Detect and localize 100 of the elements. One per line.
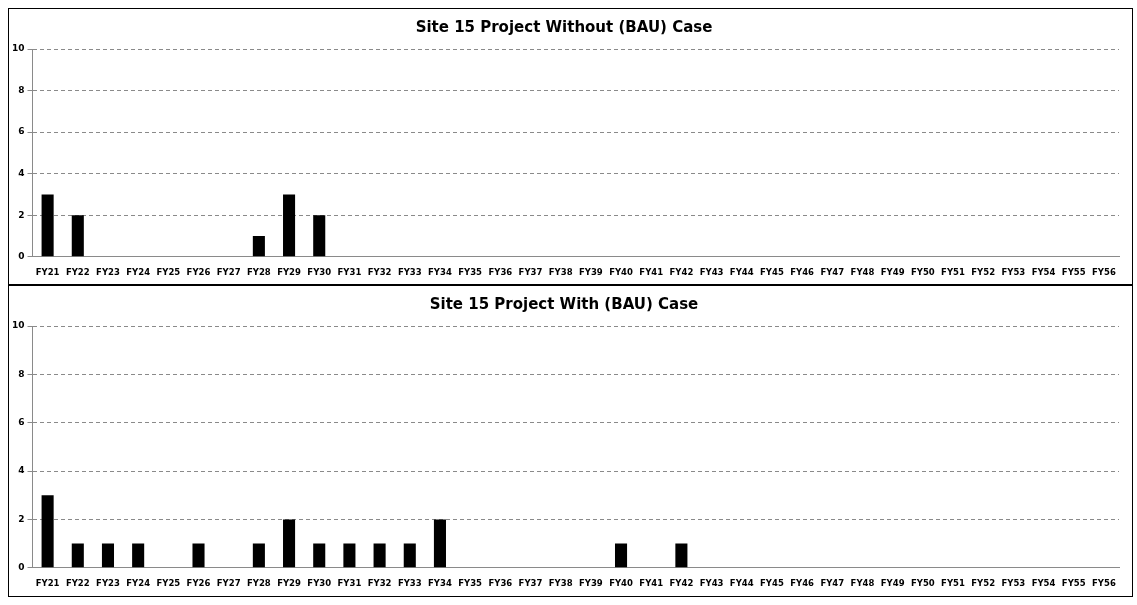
x-tick-label: FY47 <box>820 578 845 589</box>
x-tick-label: FY24 <box>126 267 151 278</box>
x-tick-label: FY45 <box>760 578 784 589</box>
x-tick-label: FY55 <box>1061 578 1086 589</box>
x-tick-label: FY38 <box>548 267 573 278</box>
y-tick-label: 4 <box>18 465 25 476</box>
bar <box>403 543 416 568</box>
x-tick-label: FY50 <box>910 578 935 589</box>
bar <box>433 519 446 568</box>
x-tick-label: FY48 <box>850 267 875 278</box>
y-tick-label: 8 <box>18 368 25 379</box>
bar <box>343 543 356 568</box>
x-tick-label: FY46 <box>790 578 815 589</box>
x-tick-label: FY34 <box>428 578 452 589</box>
y-tick-label: 10 <box>11 43 25 54</box>
x-tick-label: FY30 <box>307 267 332 278</box>
x-tick-label: FY38 <box>548 578 573 589</box>
x-tick-label: FY43 <box>699 267 724 278</box>
x-tick-label: FY36 <box>488 578 513 589</box>
bar <box>252 543 265 568</box>
x-tick-label: FY36 <box>488 267 513 278</box>
x-tick-label: FY56 <box>1092 267 1116 278</box>
x-tick-label: FY37 <box>518 267 543 278</box>
x-tick-label: FY35 <box>458 267 483 278</box>
x-tick-label: FY49 <box>880 267 905 278</box>
bar <box>101 543 115 568</box>
x-tick-label: FY21 <box>35 578 60 589</box>
x-tick-label: FY28 <box>246 578 271 589</box>
x-tick-label: FY30 <box>307 578 332 589</box>
bar <box>313 543 326 568</box>
x-tick-label: FY45 <box>760 267 784 278</box>
y-tick-label: 10 <box>11 320 25 331</box>
bar <box>675 543 688 568</box>
bar <box>373 543 386 568</box>
x-tick-label: FY29 <box>277 267 302 278</box>
y-tick-label: 6 <box>18 126 25 137</box>
bar <box>615 543 628 568</box>
bar <box>283 194 296 257</box>
x-tick-label: FY51 <box>941 267 965 278</box>
y-tick-label: 2 <box>18 209 25 220</box>
bar <box>132 543 145 568</box>
x-tick-label: FY50 <box>910 267 935 278</box>
bar <box>192 543 205 568</box>
y-tick-label: 0 <box>18 251 25 262</box>
x-tick-label: FY51 <box>941 578 965 589</box>
y-tick-label: 6 <box>18 417 25 428</box>
x-tick-label: FY53 <box>1001 267 1026 278</box>
x-tick-label: FY34 <box>428 267 452 278</box>
y-tick-label: 8 <box>18 84 25 95</box>
x-tick-label: FY23 <box>96 267 120 278</box>
x-tick-label: FY39 <box>578 267 603 278</box>
bar <box>41 495 54 568</box>
y-tick-label: 0 <box>18 562 25 573</box>
bar <box>41 194 54 257</box>
x-tick-label: FY55 <box>1061 267 1086 278</box>
x-tick-label: FY26 <box>186 578 211 589</box>
y-tick-label: 2 <box>18 513 25 524</box>
x-tick-label: FY52 <box>971 578 996 589</box>
x-tick-label: FY32 <box>367 578 392 589</box>
x-tick-label: FY42 <box>669 267 694 278</box>
x-tick-label: FY49 <box>880 578 905 589</box>
bar <box>283 519 296 568</box>
x-tick-label: FY54 <box>1031 578 1056 589</box>
bar <box>71 215 84 257</box>
x-tick-label: FY48 <box>850 578 875 589</box>
x-tick-label: FY22 <box>65 267 90 278</box>
x-tick-label: FY31 <box>337 267 362 278</box>
x-tick-label: FY54 <box>1031 267 1056 278</box>
x-tick-label: FY41 <box>639 578 664 589</box>
x-tick-label: FY25 <box>156 578 181 589</box>
chart-title: Site 15 Project With (BAU) Case <box>429 294 699 313</box>
x-tick-label: FY26 <box>186 267 211 278</box>
x-tick-label: FY31 <box>337 578 362 589</box>
x-tick-label: FY40 <box>609 267 634 278</box>
x-tick-label: FY29 <box>277 578 302 589</box>
chart-title: Site 15 Project Without (BAU) Case <box>415 17 713 36</box>
x-tick-label: FY44 <box>729 267 754 278</box>
x-tick-label: FY25 <box>156 267 181 278</box>
bar <box>71 543 84 568</box>
x-tick-label: FY21 <box>35 267 60 278</box>
x-tick-label: FY37 <box>518 578 543 589</box>
x-tick-label: FY53 <box>1001 578 1026 589</box>
x-tick-label: FY44 <box>729 578 754 589</box>
x-tick-label: FY32 <box>367 267 392 278</box>
x-tick-label: FY33 <box>397 578 422 589</box>
x-tick-label: FY56 <box>1092 578 1116 589</box>
x-tick-label: FY41 <box>639 267 664 278</box>
x-tick-label: FY40 <box>609 578 634 589</box>
bar <box>313 215 326 257</box>
bar <box>252 236 265 257</box>
x-tick-label: FY23 <box>96 578 120 589</box>
x-tick-label: FY42 <box>669 578 694 589</box>
x-tick-label: FY33 <box>397 267 422 278</box>
x-tick-label: FY27 <box>216 267 241 278</box>
x-tick-label: FY35 <box>458 578 483 589</box>
y-tick-label: 4 <box>18 168 25 179</box>
x-tick-label: FY28 <box>246 267 271 278</box>
x-tick-label: FY22 <box>65 578 90 589</box>
x-tick-label: FY43 <box>699 578 724 589</box>
x-tick-label: FY39 <box>578 578 603 589</box>
